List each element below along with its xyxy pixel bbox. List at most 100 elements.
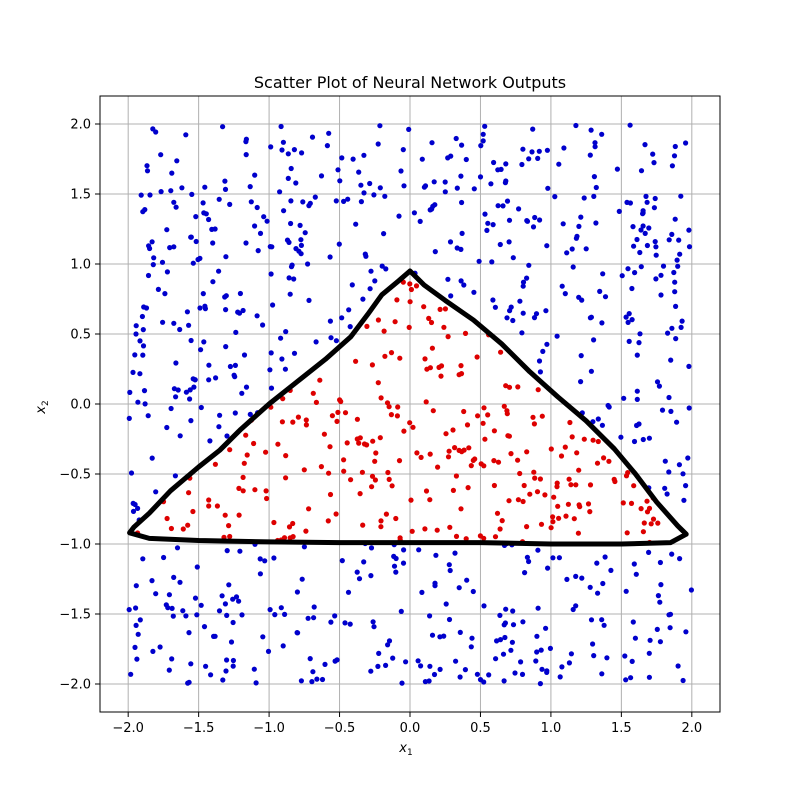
scatter-point-outside — [599, 422, 606, 428]
scatter-point-inside — [313, 399, 319, 405]
scatter-point-outside — [164, 269, 170, 275]
scatter-point-outside — [638, 168, 645, 174]
scatter-point-outside — [333, 338, 339, 344]
scatter-point-outside — [232, 410, 238, 416]
scatter-point-inside — [359, 469, 365, 475]
scatter-point-outside — [516, 206, 522, 212]
scatter-point-inside — [524, 449, 530, 455]
scatter-point-inside — [482, 436, 488, 442]
scatter-point-outside — [297, 222, 303, 228]
scatter-point-outside — [458, 246, 464, 252]
scatter-point-outside — [206, 377, 212, 383]
scatter-point-outside — [253, 680, 259, 686]
scatter-point-outside — [480, 138, 486, 144]
scatter-point-outside — [288, 264, 295, 270]
scatter-point-outside — [368, 573, 374, 579]
scatter-point-outside — [223, 668, 229, 674]
scatter-point-outside — [127, 389, 133, 395]
scatter-point-outside — [239, 390, 245, 396]
scatter-point-outside — [630, 224, 636, 230]
scatter-point-outside — [381, 231, 387, 237]
scatter-point-outside — [419, 589, 425, 596]
scatter-point-inside — [576, 467, 582, 473]
scatter-point-inside — [423, 399, 429, 405]
scatter-point-outside — [666, 394, 672, 401]
scatter-point-outside — [137, 617, 143, 623]
scatter-point-inside — [222, 512, 228, 518]
scatter-point-inside — [531, 469, 537, 475]
scatter-point-outside — [529, 149, 535, 155]
scatter-point-inside — [443, 431, 449, 437]
scatter-point-outside — [141, 388, 148, 394]
scatter-point-inside — [227, 447, 233, 453]
scatter-point-inside — [214, 503, 220, 509]
scatter-point-outside — [268, 271, 274, 277]
scatter-point-inside — [548, 446, 554, 452]
x-tick-label: −1.0 — [253, 721, 285, 736]
scatter-point-outside — [149, 239, 155, 245]
scatter-point-outside — [623, 314, 629, 320]
scatter-point-outside — [141, 304, 147, 310]
scatter-point-inside — [530, 414, 536, 420]
scatter-point-outside — [545, 565, 551, 571]
scatter-point-outside — [398, 608, 404, 615]
scatter-point-inside — [558, 453, 565, 459]
scatter-point-outside — [126, 607, 132, 613]
scatter-point-outside — [326, 130, 332, 136]
scatter-point-inside — [344, 440, 350, 446]
scatter-point-inside — [515, 497, 522, 503]
scatter-point-outside — [510, 608, 516, 614]
scatter-point-inside — [445, 334, 451, 340]
scatter-point-inside — [353, 358, 359, 364]
scatter-point-inside — [397, 355, 403, 361]
scatter-point-inside — [395, 404, 401, 410]
scatter-point-outside — [625, 319, 631, 325]
scatter-point-outside — [533, 658, 539, 664]
scatter-point-inside — [357, 435, 363, 441]
scatter-point-outside — [576, 294, 582, 300]
y-tick-label: −2.0 — [59, 678, 91, 693]
scatter-point-outside — [150, 648, 156, 655]
scatter-point-outside — [622, 653, 628, 659]
scatter-point-outside — [167, 245, 173, 251]
scatter-point-inside — [638, 506, 644, 512]
scatter-point-outside — [683, 483, 689, 489]
scatter-point-outside — [490, 297, 496, 303]
scatter-point-outside — [285, 151, 291, 157]
scatter-point-outside — [524, 275, 530, 281]
scatter-point-inside — [327, 491, 334, 498]
scatter-point-outside — [133, 331, 139, 337]
scatter-point-outside — [683, 140, 689, 146]
scatter-point-inside — [354, 416, 360, 422]
scatter-point-inside — [341, 468, 347, 474]
scatter-point-outside — [185, 680, 191, 686]
scatter-point-outside — [233, 594, 240, 600]
scatter-point-outside — [283, 329, 289, 335]
scatter-point-outside — [646, 549, 652, 556]
scatter-point-outside — [570, 264, 576, 270]
y-axis-ticks: −2.0 −1.5 −1.0 −0.5 0.0 0.5 1.0 1.5 2.0 — [59, 118, 100, 693]
scatter-point-outside — [367, 180, 373, 187]
scatter-point-outside — [519, 671, 526, 678]
scatter-point-outside — [644, 242, 651, 249]
scatter-point-outside — [630, 619, 636, 625]
scatter-point-outside — [509, 639, 515, 645]
scatter-point-outside — [632, 270, 638, 276]
scatter-point-outside — [247, 184, 253, 190]
scatter-point-outside — [593, 184, 599, 191]
scatter-point-outside — [379, 263, 385, 269]
scatter-point-outside — [174, 158, 180, 164]
scatter-point-outside — [401, 183, 407, 189]
scatter-point-outside — [149, 455, 155, 461]
scatter-point-inside — [437, 306, 443, 312]
scatter-point-outside — [241, 352, 248, 358]
scatter-point-inside — [318, 464, 324, 470]
scatter-point-outside — [471, 186, 477, 192]
scatter-point-outside — [662, 485, 668, 491]
x-tick-label: 1.0 — [541, 721, 562, 736]
scatter-point-outside — [192, 377, 198, 383]
scatter-point-outside — [627, 200, 634, 206]
scatter-point-outside — [653, 252, 659, 258]
scatter-point-inside — [453, 473, 459, 479]
